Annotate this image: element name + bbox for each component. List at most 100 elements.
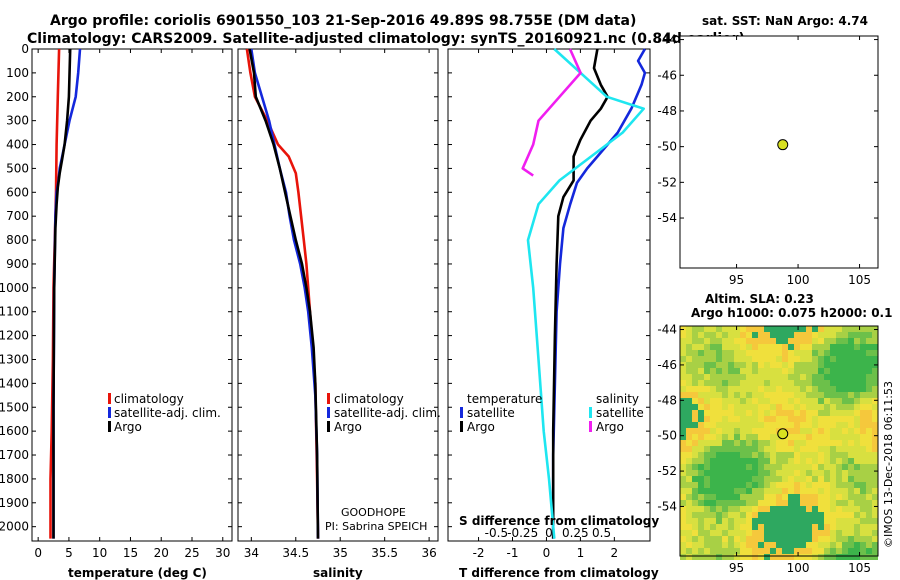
sla-cell xyxy=(818,350,824,356)
sla-cell xyxy=(698,416,704,422)
sla-cell xyxy=(752,404,758,410)
sla-cell xyxy=(842,440,848,446)
sla-cell xyxy=(734,446,740,452)
sla-cell xyxy=(752,554,758,560)
sla-cell xyxy=(698,362,704,368)
sla-cell xyxy=(776,380,782,386)
sla-cell xyxy=(782,338,788,344)
sla-cell xyxy=(722,542,728,548)
sla-cell xyxy=(740,482,746,488)
sla-cell xyxy=(746,398,752,404)
sla-cell xyxy=(752,518,758,524)
sla-cell xyxy=(710,518,716,524)
sla-cell xyxy=(686,476,692,482)
sla-cell xyxy=(680,542,686,548)
sla-cell xyxy=(866,482,872,488)
sla-cell xyxy=(722,386,728,392)
sla-cell xyxy=(740,542,746,548)
sla-cell xyxy=(686,392,692,398)
sla-cell xyxy=(710,374,716,380)
sla-cell xyxy=(686,494,692,500)
sla-cell xyxy=(734,362,740,368)
sla-cell xyxy=(872,380,878,386)
sla-cell xyxy=(740,524,746,530)
sla-cell xyxy=(740,512,746,518)
sla-cell xyxy=(698,410,704,416)
sla-cell xyxy=(818,506,824,512)
sla-cell xyxy=(830,368,836,374)
sla-cell xyxy=(776,452,782,458)
sla-cell xyxy=(692,440,698,446)
sla-cell xyxy=(854,446,860,452)
sla-cell xyxy=(758,416,764,422)
sla-cell xyxy=(812,488,818,494)
sla-cell xyxy=(686,464,692,470)
sla-cell xyxy=(740,434,746,440)
legend-argo-label: Argo xyxy=(114,420,142,434)
sla-cell xyxy=(686,368,692,374)
sla-cell xyxy=(764,386,770,392)
sla-cell xyxy=(776,548,782,554)
sla-cell xyxy=(704,338,710,344)
sla-cell xyxy=(758,374,764,380)
sla-cell xyxy=(734,344,740,350)
sla-cell xyxy=(734,530,740,536)
sla-cell xyxy=(806,434,812,440)
sla-cell xyxy=(836,554,842,560)
sla-cell xyxy=(710,404,716,410)
sla-cell xyxy=(830,410,836,416)
sla-cell xyxy=(722,482,728,488)
sla-cell xyxy=(788,368,794,374)
sla-cell xyxy=(728,356,734,362)
sla-cell xyxy=(770,536,776,542)
s-tick-label: -0.25 xyxy=(507,526,538,540)
sla-cell xyxy=(854,458,860,464)
sla-cell xyxy=(692,512,698,518)
sla-cell xyxy=(782,344,788,350)
x-tick-label: 105 xyxy=(848,273,871,287)
sla-cell xyxy=(746,344,752,350)
sla-cell xyxy=(704,350,710,356)
sla-cell xyxy=(704,542,710,548)
sla-cell xyxy=(746,548,752,554)
sla-cell xyxy=(782,464,788,470)
sla-cell xyxy=(698,554,704,560)
sla-cell xyxy=(752,410,758,416)
sla-cell xyxy=(824,380,830,386)
sla-cell xyxy=(692,476,698,482)
sla-cell xyxy=(704,428,710,434)
sla-cell xyxy=(800,494,806,500)
sla-cell xyxy=(698,536,704,542)
sla-cell xyxy=(746,338,752,344)
sla-cell xyxy=(692,416,698,422)
y-tick-label: 200 xyxy=(6,90,29,104)
sla-cell xyxy=(830,476,836,482)
sla-cell xyxy=(776,476,782,482)
sla-cell xyxy=(716,500,722,506)
sla-cell xyxy=(686,332,692,338)
sla-cell xyxy=(806,446,812,452)
sla-cell xyxy=(758,542,764,548)
sla-cell xyxy=(740,356,746,362)
sla-cell xyxy=(782,542,788,548)
x-tick-label: -1 xyxy=(507,546,519,560)
sla-cell xyxy=(734,356,740,362)
sla-cell xyxy=(764,398,770,404)
sla-cell xyxy=(758,548,764,554)
sla-cell xyxy=(788,350,794,356)
sla-cell xyxy=(788,422,794,428)
sla-cell xyxy=(692,494,698,500)
sla-cell xyxy=(758,536,764,542)
sla-cell xyxy=(716,476,722,482)
sla-cell xyxy=(680,518,686,524)
sla-cell xyxy=(866,386,872,392)
sla-cell xyxy=(704,548,710,554)
sla-cell xyxy=(782,506,788,512)
sla-cell xyxy=(776,410,782,416)
sla-cell xyxy=(812,356,818,362)
sla-cell xyxy=(872,446,878,452)
sla-cell xyxy=(746,440,752,446)
sla-cell xyxy=(818,488,824,494)
sla-cell xyxy=(842,362,848,368)
sla-cell xyxy=(854,374,860,380)
